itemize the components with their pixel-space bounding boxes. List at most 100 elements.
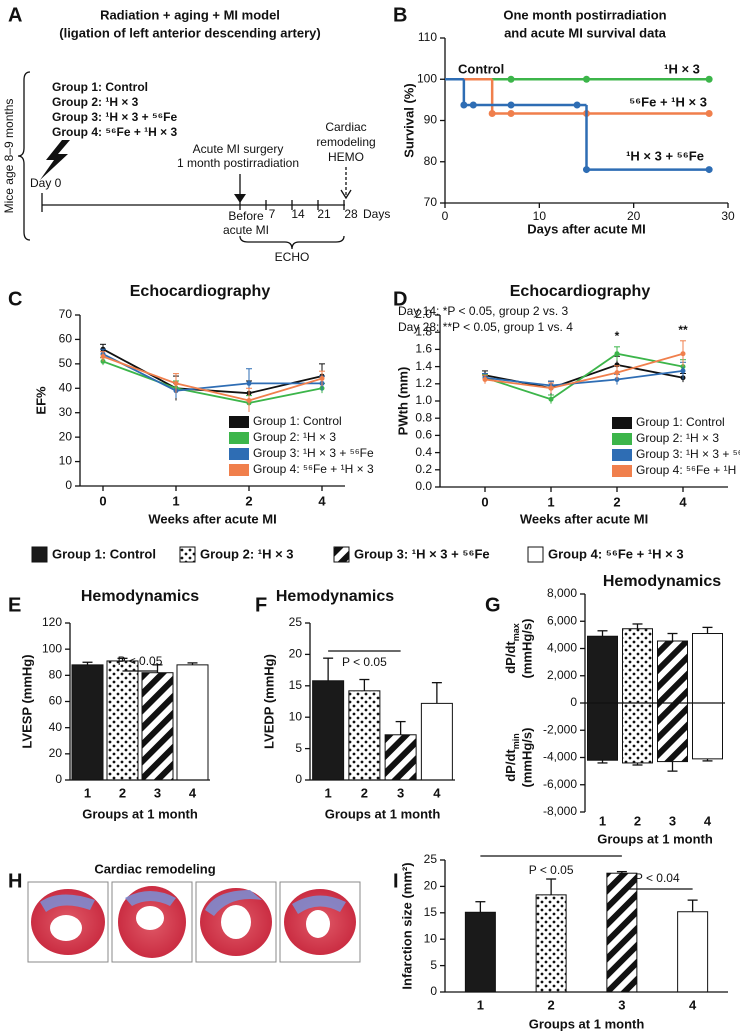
imaging-label: ECHO	[275, 250, 310, 264]
y-tick-label: 6,000	[547, 613, 577, 627]
x-tick-label: 2	[613, 494, 620, 509]
series-marker	[482, 377, 488, 382]
y-tick-label: 8,000	[547, 586, 577, 600]
series-marker	[548, 385, 554, 391]
panel-letter: A	[8, 4, 22, 26]
series-line	[484, 370, 684, 387]
series-label: ⁵⁶Fe + ¹H × 3	[629, 94, 707, 109]
legend-label: Group 4: ⁵⁶Fe + ¹H × 3	[548, 546, 684, 561]
baseline-label: acute MI	[223, 223, 269, 237]
x-tick-label: 0	[442, 209, 449, 223]
survival-marker	[705, 109, 713, 117]
x-tick-label: 1	[325, 785, 332, 800]
x-tick-label: 1	[547, 494, 554, 509]
series-marker	[680, 368, 686, 374]
survival-marker	[469, 101, 477, 109]
survival-marker	[705, 166, 713, 174]
annotation: P < 0.05	[342, 655, 387, 669]
brace	[17, 71, 31, 241]
annotation: Day 28: **P < 0.05, group 1 vs. 4	[398, 320, 573, 334]
y-tick-label: 1.0	[415, 393, 432, 407]
y-tick-label: 60	[49, 694, 63, 708]
annotation: P < 0.05	[529, 863, 574, 877]
y-tick-label: 0	[430, 984, 437, 998]
series-marker	[246, 380, 252, 386]
bar	[657, 702, 688, 763]
legend-label: Group 4: ⁵⁶Fe + ¹H × 3	[636, 463, 740, 477]
y-tick-label: 80	[424, 154, 438, 168]
group-label: Group 3: ¹H × 3 + ⁵⁶Fe	[52, 110, 178, 124]
timeline-title: Radiation + aging + MI model	[100, 7, 280, 22]
x-tick-label: 3	[669, 813, 676, 828]
x-tick-label: 4	[318, 493, 326, 508]
annotation: P < 0.05	[118, 654, 163, 668]
y-tick-label: 2.0	[415, 307, 432, 321]
x-axis-label: Groups at 1 month	[82, 806, 198, 821]
x-tick-label: 3	[397, 785, 404, 800]
y-tick-label: 20	[59, 429, 73, 443]
panel-letter: C	[8, 288, 22, 310]
ventricle-lumen	[221, 905, 251, 939]
legend-label: Group 1: Control	[52, 546, 156, 561]
legend-swatch	[229, 416, 249, 428]
y-tick-label: 0.0	[415, 479, 432, 493]
series-line	[484, 352, 684, 401]
legend-label: Group 3: ¹H × 3 + ⁵⁶Fe	[354, 546, 490, 561]
x-tick-label: 4	[704, 813, 712, 828]
series-line	[102, 348, 323, 395]
day-label: 21	[317, 207, 331, 221]
x-tick-label: 2	[361, 785, 368, 800]
infarct-region	[205, 890, 262, 916]
survival-marker	[507, 101, 515, 109]
chart-title: Hemodynamics	[603, 573, 721, 590]
bar	[622, 702, 653, 764]
x-tick-label: 1	[599, 813, 606, 828]
x-tick-label: 4	[189, 785, 197, 800]
y-tick-label: 0	[295, 772, 302, 786]
y-tick-label: -6,000	[543, 777, 577, 791]
y-tick-label: 0	[55, 772, 62, 786]
series-label: Control	[458, 61, 504, 76]
x-axis-label: Groups at 1 month	[529, 1016, 645, 1031]
y-tick-label: 100	[417, 71, 437, 85]
series-marker	[100, 354, 106, 360]
survival-marker	[583, 166, 590, 174]
y-axis-label: Infarction size (mm²)	[399, 862, 414, 989]
y-tick-label: 40	[49, 720, 63, 734]
y-tick-label: 40	[59, 380, 73, 394]
bar	[606, 872, 638, 993]
y-tick-label: 2,000	[547, 668, 577, 682]
y-tick-label: 100	[42, 641, 62, 655]
series-line	[484, 352, 684, 390]
x-tick-label: 10	[533, 209, 547, 223]
legend-swatch	[333, 546, 350, 563]
bar	[348, 690, 381, 781]
infarct-region	[292, 895, 346, 914]
y-tick-label: 15	[289, 678, 303, 692]
timeline-panel: A Radiation + aging + MI model (ligation…	[2, 4, 390, 264]
series-marker	[614, 351, 620, 357]
y-tick-label: -8,000	[543, 804, 577, 818]
bar	[692, 633, 723, 704]
endpoint-label: Cardiac	[325, 120, 366, 134]
chart-title: Echocardiography	[130, 283, 271, 300]
y-axis-label-part: dP/dt	[503, 749, 518, 782]
survival-marker	[460, 101, 468, 109]
y-tick-label: 1.4	[415, 359, 432, 373]
bar	[587, 702, 618, 761]
x-tick-label: 30	[721, 209, 735, 223]
surgery-label: Acute MI surgery	[193, 142, 284, 156]
day-unit: Days	[363, 207, 390, 221]
survival-marker	[583, 75, 590, 83]
legend-swatch	[612, 465, 632, 477]
y-axis-label: dP/dtmax	[503, 623, 521, 674]
bar	[692, 702, 723, 760]
legend-swatch	[612, 433, 632, 445]
x-tick-label: 4	[679, 494, 687, 509]
legend-swatch	[229, 432, 249, 444]
y-tick-label: 10	[424, 931, 438, 945]
y-tick-label: 0	[65, 478, 72, 492]
group-label: Group 4: ⁵⁶Fe + ¹H × 3	[52, 125, 178, 139]
